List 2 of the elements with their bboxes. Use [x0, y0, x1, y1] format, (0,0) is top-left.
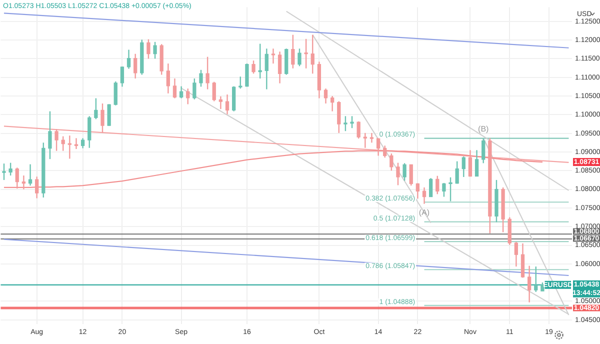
annotation: (B) [478, 124, 490, 134]
annotation: (A) [418, 208, 430, 218]
